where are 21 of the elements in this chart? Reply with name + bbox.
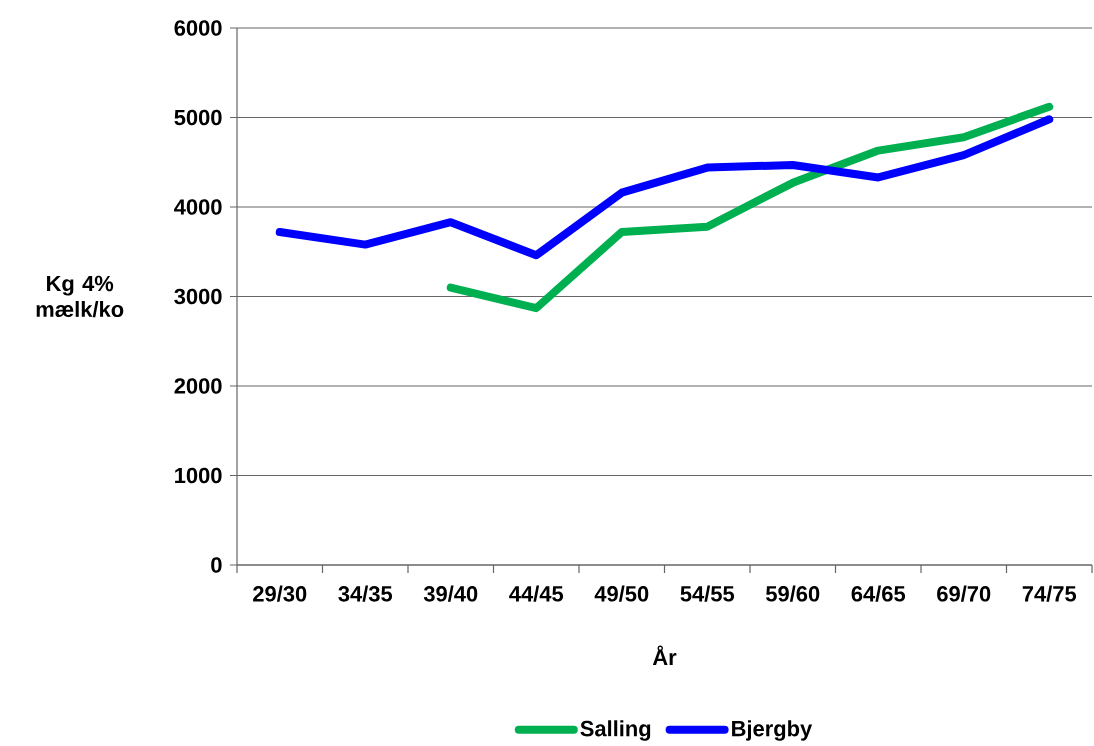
- y-tick-label: 6000: [174, 20, 222, 36]
- x-tick-label: 39/40: [423, 585, 478, 602]
- x-tick-label: 44/45: [509, 585, 564, 602]
- y-tick-label: 4000: [174, 199, 222, 215]
- legend-label: Salling: [580, 720, 651, 741]
- x-tick-label: 64/65: [851, 585, 906, 602]
- y-tick-label: 1000: [175, 467, 222, 484]
- x-tick-label: 59/60: [766, 585, 820, 602]
- x-tick-label: 29/30: [253, 585, 307, 602]
- x-tick-label: 69/70: [937, 585, 991, 602]
- x-tick-label: 74/75: [1022, 585, 1077, 602]
- y-tick-label: 0: [211, 557, 222, 573]
- x-tick-label: 54/55: [680, 585, 735, 602]
- x-tick-label: 49/50: [594, 585, 649, 602]
- y-tick-label: 3000: [174, 288, 222, 305]
- x-axis-title: År: [652, 645, 677, 665]
- y-tick-label: 5000: [174, 109, 222, 126]
- x-tick-label: 34/35: [338, 585, 393, 602]
- y-axis-title: Kg 4% mælk/ko: [36, 275, 124, 318]
- y-tick-label: 2000: [174, 378, 222, 394]
- legend-label: Bjergby: [732, 720, 813, 741]
